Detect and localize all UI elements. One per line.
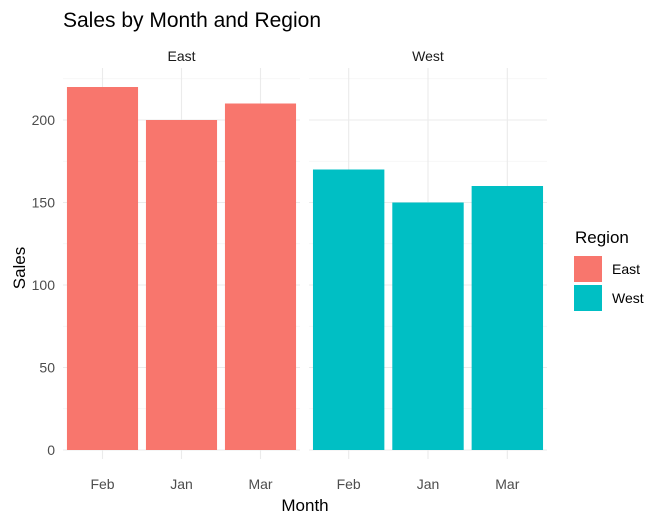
y-axis: 0 50 100 150 200 <box>32 112 56 458</box>
bar-west-feb <box>312 169 385 450</box>
x-axis-title: Month <box>281 496 328 515</box>
facet-panels: East Feb Jan Mar West Feb Jan Mar <box>63 48 547 492</box>
facet-panel-west: West Feb Jan Mar <box>309 48 547 492</box>
bar-east-jan <box>145 120 218 450</box>
y-tick-label: 0 <box>47 442 55 458</box>
y-tick-label: 150 <box>32 195 56 211</box>
legend-items: East West <box>574 256 644 311</box>
x-tick-label: Jan <box>170 476 193 492</box>
legend-label: East <box>612 261 640 277</box>
legend-swatch <box>574 285 602 311</box>
y-tick-label: 200 <box>32 112 56 128</box>
chart-title: Sales by Month and Region <box>63 9 321 32</box>
bar-east-mar <box>224 103 297 450</box>
facet-panel-east: East Feb Jan Mar <box>63 48 300 492</box>
legend-title: Region <box>575 228 629 247</box>
x-tick-label: Jan <box>417 476 440 492</box>
legend: Region East West <box>574 228 644 311</box>
legend-label: West <box>612 290 644 306</box>
bar-west-jan <box>392 202 464 450</box>
x-tick-label: Feb <box>90 476 114 492</box>
bar-east-feb <box>66 87 139 450</box>
legend-swatch <box>574 256 602 282</box>
x-tick-label: Mar <box>248 476 272 492</box>
facet-label-west: West <box>412 48 444 64</box>
bar-west-mar <box>471 186 544 450</box>
legend-item-west: West <box>574 285 644 311</box>
x-tick-label: Feb <box>337 476 361 492</box>
legend-item-east: East <box>574 256 640 282</box>
y-axis-title: Sales <box>10 247 29 290</box>
y-tick-label: 100 <box>32 277 56 293</box>
y-tick-label: 50 <box>39 360 55 376</box>
x-tick-label: Mar <box>495 476 519 492</box>
facet-label-east: East <box>167 48 195 64</box>
